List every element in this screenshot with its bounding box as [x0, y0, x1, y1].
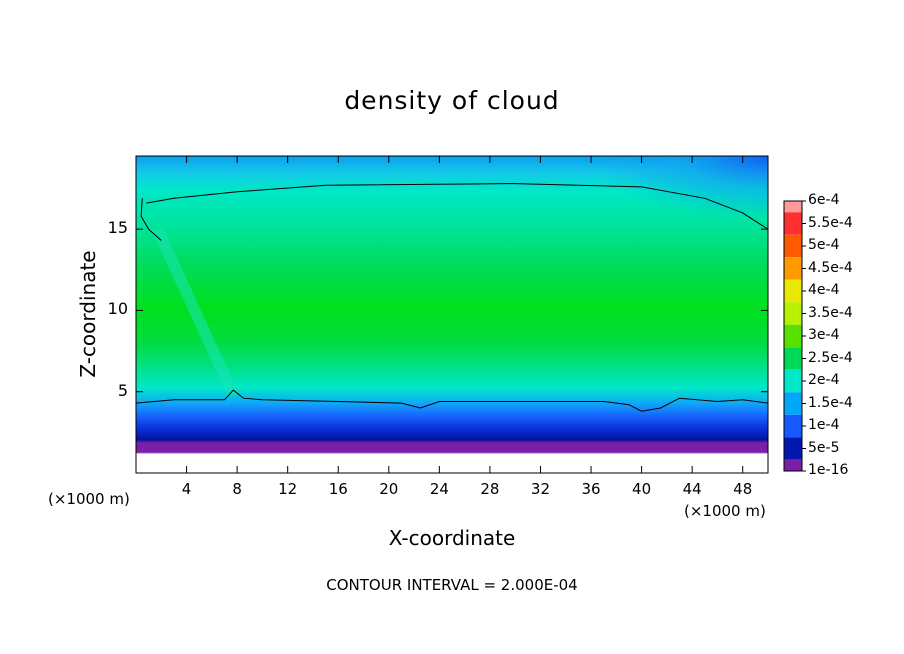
colorbar-swatch [784, 414, 802, 438]
colorbar-label: 5.5e-4 [808, 214, 853, 231]
contour-line-0 [146, 183, 768, 230]
x-tick-label: 4 [181, 480, 192, 498]
y-tick-label: 15 [107, 218, 128, 238]
colorbar-label: 4.5e-4 [808, 259, 853, 276]
colorbar-label: 1e-16 [808, 462, 849, 478]
x-tick-label: 12 [278, 480, 298, 498]
x-tick-label: 44 [682, 480, 702, 498]
x-tick-label: 40 [632, 480, 652, 498]
density-plume [151, 229, 240, 395]
colorbar-swatch [784, 201, 802, 213]
colorbar-swatch [784, 212, 802, 235]
colorbar-label: 5e-5 [808, 439, 840, 456]
colorbar-label: 1.5e-4 [808, 394, 853, 411]
colorbar-label: 2e-4 [808, 372, 840, 388]
colorbar-swatch [784, 302, 802, 325]
colorbar-label: 2.5e-4 [808, 349, 853, 366]
x-unit-label-left: (×1000 m) [48, 490, 130, 508]
colorbar-label: 1e-4 [808, 417, 840, 433]
colorbar-swatch [784, 437, 802, 460]
colorbar-swatch [784, 279, 802, 303]
x-tick-label: 32 [530, 480, 551, 498]
colorbar-swatch [784, 459, 802, 471]
plot-frame [135, 155, 769, 474]
x-tick-label: 36 [581, 480, 601, 498]
colorbar-swatch [784, 257, 802, 280]
colorbar-label: 3e-4 [808, 327, 840, 343]
colorbar-swatch [784, 369, 802, 393]
x-tick-label: 48 [733, 480, 753, 498]
y-tick-label: 5 [117, 380, 128, 400]
contour-line-2 [136, 389, 768, 412]
x-tick-label: 8 [232, 480, 242, 498]
y-tick-label: 10 [107, 299, 128, 319]
colorbar-label: 3.5e-4 [808, 304, 853, 321]
colorbar-swatch [784, 234, 802, 258]
colorbar-swatch [784, 347, 802, 370]
x-tick-label: 20 [379, 480, 399, 498]
colorbar-label: 5e-4 [808, 237, 840, 253]
x-tick-label: 24 [429, 480, 449, 498]
contour-line-1 [140, 198, 162, 241]
x-unit-label-right: (×1000 m) [684, 502, 766, 520]
colorbar-label: 4e-4 [808, 282, 840, 298]
chart-title: density of cloud [344, 86, 560, 115]
x-tick-label: 28 [480, 480, 500, 498]
colorbar-swatch [784, 392, 802, 415]
x-axis-label: X-coordinate [388, 526, 516, 550]
contour-interval-note: CONTOUR INTERVAL = 2.000E-04 [326, 576, 578, 594]
colorbar-swatch [784, 324, 802, 348]
density-field-corner [591, 156, 768, 220]
colorbar-label: 6e-4 [808, 192, 840, 208]
x-tick-label: 16 [328, 480, 348, 498]
